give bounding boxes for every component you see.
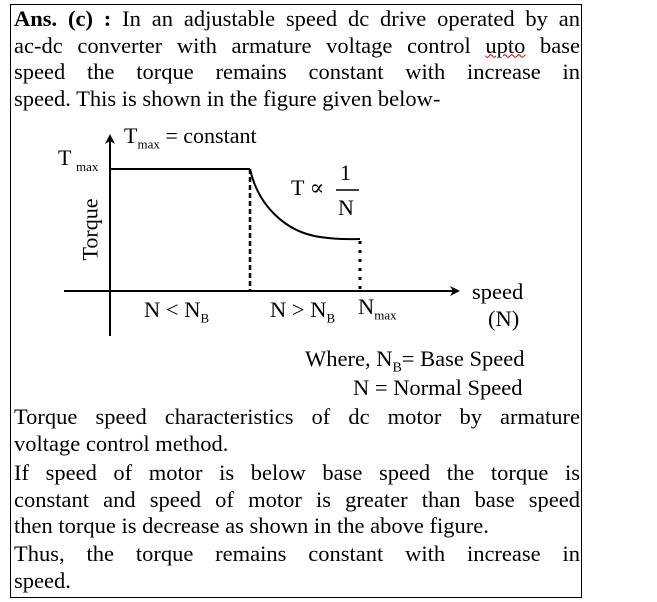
relation-numerator: 1 bbox=[340, 160, 351, 185]
where-normal-speed: N = Normal Speed bbox=[353, 375, 523, 400]
inverse-torque-curve bbox=[249, 168, 361, 241]
region-below-base-label: N < NB bbox=[144, 297, 210, 326]
where-base-speed: Where, NB= Base Speed bbox=[305, 346, 525, 376]
x-axis-unit: (N) bbox=[488, 306, 520, 331]
body-p2-line-2: constant and speed of motor is greater t… bbox=[14, 486, 580, 512]
body-p2-line-3: then torque is decrease as shown in the … bbox=[14, 513, 489, 538]
body-p1-line-1: Torque speed characteristics of dc motor… bbox=[14, 404, 580, 429]
axis-tmax-label: T bbox=[58, 145, 72, 170]
answer-paragraph: Ans. (c) : In an adjustable speed dc dri… bbox=[14, 6, 580, 112]
body-paragraph-3: Thus, the torque remains constant with i… bbox=[14, 541, 580, 594]
answer-word-base: base bbox=[540, 32, 581, 58]
body-p1-line-2: voltage control method. bbox=[14, 430, 229, 456]
nmax-label: Nmax bbox=[358, 294, 397, 323]
relation-denominator: N bbox=[338, 195, 354, 220]
axis-tmax-sub: max bbox=[76, 159, 99, 174]
body-paragraph-1: Torque speed characteristics of dc motor… bbox=[14, 404, 580, 457]
answer-box bbox=[10, 4, 582, 598]
body-p3-line-1: Thus, the torque remains constant with i… bbox=[14, 541, 580, 566]
x-axis-label: speed bbox=[472, 279, 524, 304]
answer-line-1: In an adjustable speed dc drive operated… bbox=[122, 6, 581, 31]
answer-line-4: speed. This is shown in the figure given… bbox=[14, 85, 441, 111]
tmax-constant-label: Tmax = constant bbox=[124, 123, 257, 152]
relation-lhs: T ∝ bbox=[291, 175, 325, 200]
answer-line-2: ac-dc converter with armature voltage co… bbox=[14, 32, 471, 58]
body-paragraph-2: If speed of motor is below base speed th… bbox=[14, 460, 580, 540]
y-axis-label: Torque bbox=[77, 198, 103, 261]
body-p2-line-1: If speed of motor is below base speed th… bbox=[14, 460, 580, 485]
body-p3-line-2: speed. bbox=[14, 567, 71, 593]
answer-line-3: speed the torque remains constant with i… bbox=[14, 59, 580, 84]
region-above-base-label: N > NB bbox=[270, 297, 336, 326]
answer-word-upto: upto bbox=[485, 32, 526, 58]
answer-label: Ans. (c) : bbox=[14, 6, 112, 31]
